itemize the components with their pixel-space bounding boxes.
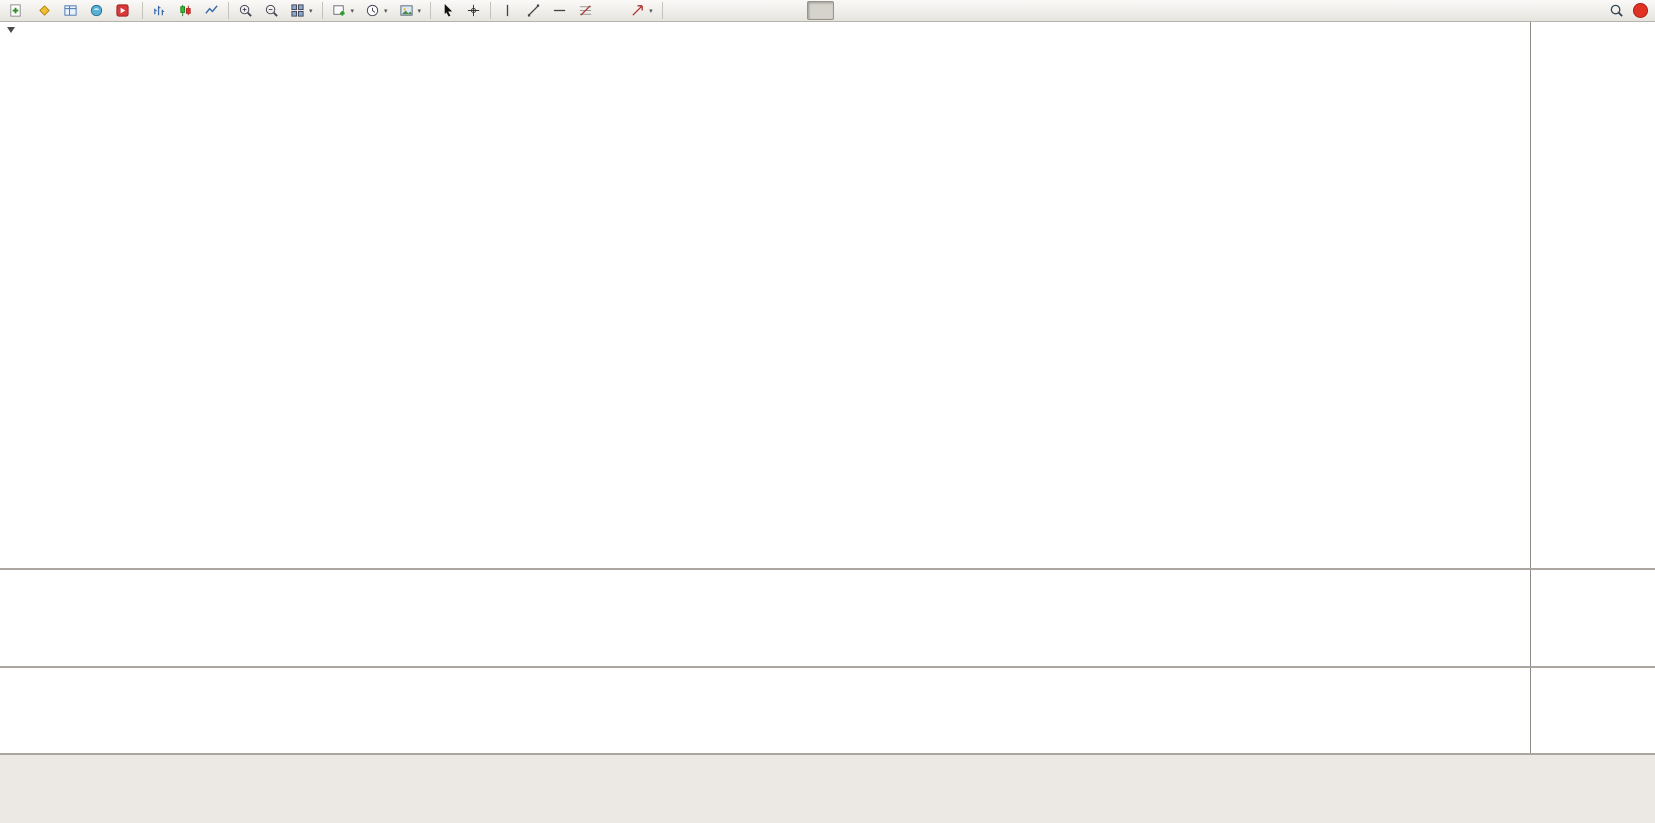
template-button[interactable]: ▾ [394, 1, 427, 20]
navigator-icon [89, 3, 104, 18]
notification-badge[interactable] [1633, 3, 1648, 18]
new-order-icon [8, 3, 23, 18]
timeframe-h1-button[interactable] [779, 1, 806, 20]
fibonacci-button[interactable] [573, 1, 598, 20]
horizontal-line-button[interactable] [547, 1, 572, 20]
horizontal-line-icon [552, 3, 567, 18]
timeframe-mn-button[interactable] [891, 1, 918, 20]
price-axis[interactable] [1530, 22, 1655, 755]
period-button[interactable]: ▾ [360, 1, 393, 20]
trendline-button[interactable] [521, 1, 546, 20]
toolbar-separator [430, 2, 432, 19]
navigator-button[interactable] [84, 1, 109, 20]
timeframe-d1-button[interactable] [835, 1, 862, 20]
candlestick-chart-button[interactable] [173, 1, 198, 20]
toolbar-separator [321, 2, 323, 19]
toolbar-separator [490, 2, 492, 19]
market-watch-button[interactable] [58, 1, 83, 20]
search-button[interactable] [1604, 1, 1629, 20]
template-icon [399, 3, 414, 18]
timeframe-m1-button[interactable] [667, 1, 694, 20]
panel-divider[interactable] [0, 753, 1655, 755]
search-icon [1609, 3, 1624, 18]
chevron-down-icon: ▾ [350, 7, 355, 15]
trendline-icon [526, 3, 541, 18]
fibonacci-icon [578, 3, 593, 18]
macd-panel-chart[interactable] [0, 570, 1530, 666]
chevron-down-icon: ▾ [649, 7, 653, 15]
time-axis[interactable] [0, 755, 1655, 777]
zoom-out-button[interactable] [259, 1, 284, 20]
window-bottom-area [0, 777, 1655, 823]
timeframe-h4-button[interactable] [806, 1, 834, 20]
arrows-tool-icon [630, 3, 645, 18]
line-chart-button[interactable] [199, 1, 224, 20]
chevron-down-icon: ▾ [384, 7, 388, 15]
zoom-in-icon [238, 3, 253, 18]
crosshair-icon [466, 3, 481, 18]
auto-trading-button[interactable] [110, 1, 138, 20]
terminal-button[interactable] [32, 1, 57, 20]
toolbar-separator [661, 2, 663, 19]
vertical-line-button[interactable] [495, 1, 520, 20]
cursor-icon [440, 3, 455, 18]
timeframe-m30-button[interactable] [751, 1, 778, 20]
vertical-line-icon [500, 3, 515, 18]
chevron-down-icon: ▾ [417, 7, 422, 15]
tile-windows-icon [290, 3, 305, 18]
timeframe-m5-button[interactable] [695, 1, 722, 20]
bar-chart-icon [152, 3, 167, 18]
cursor-button[interactable] [435, 1, 460, 20]
candlestick-chart-icon [178, 3, 193, 18]
toolbar-separator [142, 2, 143, 19]
zoom-out-icon [264, 3, 279, 18]
terminal-icon [37, 3, 52, 18]
clock-icon [365, 3, 380, 18]
toolbar: ▾ ▾ ▾ ▾ [0, 0, 1655, 22]
timeframe-w1-button[interactable] [863, 1, 890, 20]
chevron-down-icon: ▾ [309, 7, 313, 15]
crosshair-button[interactable] [461, 1, 486, 20]
arrows-tool-button[interactable]: ▾ [625, 1, 658, 20]
market-watch-icon [63, 3, 78, 18]
toolbar-separator [228, 2, 229, 19]
chart-collapse-icon[interactable] [7, 27, 15, 33]
zoom-in-button[interactable] [233, 1, 258, 20]
panel-divider[interactable] [0, 666, 1655, 668]
line-chart-icon [204, 3, 219, 18]
new-chart-button[interactable]: ▾ [327, 1, 360, 20]
auto-trading-icon [115, 3, 130, 18]
bar-chart-button[interactable] [147, 1, 172, 20]
new-chart-icon [332, 3, 347, 18]
text-tool-button[interactable] [599, 1, 624, 20]
price-chart[interactable] [0, 22, 1530, 568]
chart-title [7, 27, 54, 33]
timeframe-m15-button[interactable] [723, 1, 750, 20]
tile-windows-button[interactable]: ▾ [285, 1, 318, 20]
toolbar-right-group [1604, 1, 1652, 20]
panel-divider[interactable] [0, 568, 1655, 570]
text-tool-icon [604, 3, 619, 18]
new-order-button[interactable] [3, 1, 31, 20]
rsi-panel-chart[interactable] [0, 668, 1530, 753]
